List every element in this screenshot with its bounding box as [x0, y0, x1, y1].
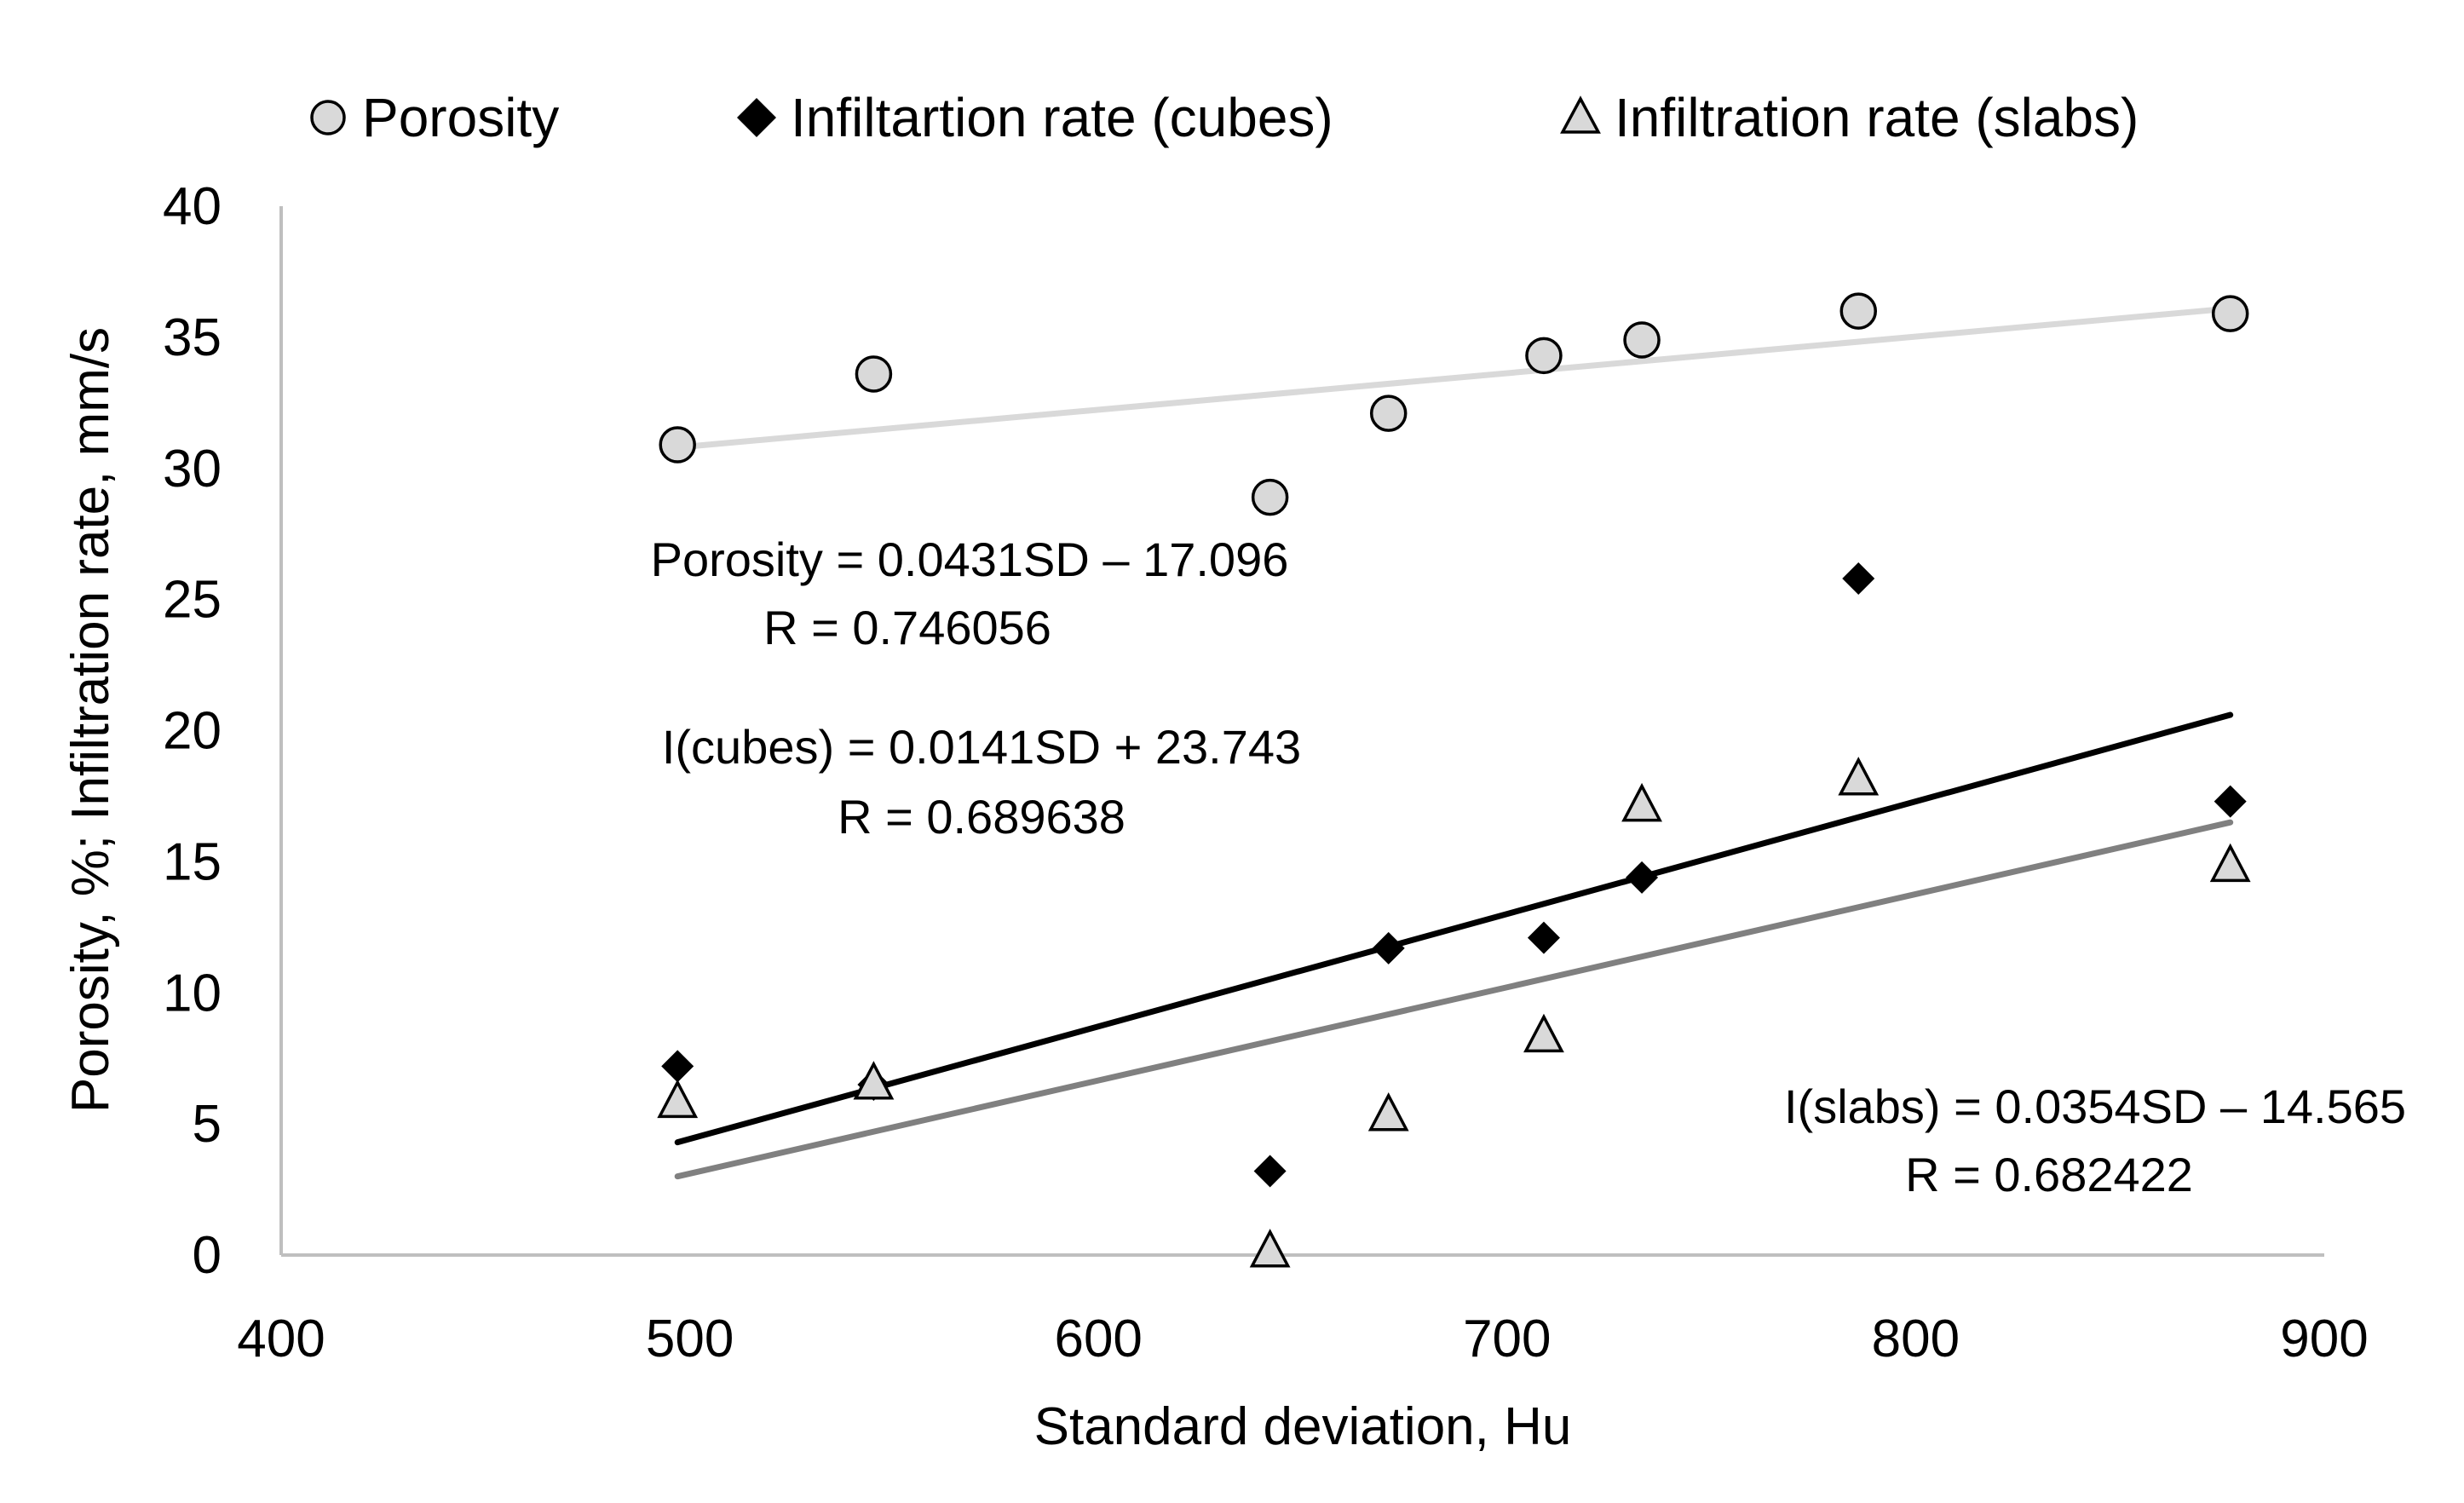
- slabs-point: [657, 1079, 699, 1119]
- cubes-r-line: R = 0.689638: [838, 790, 1125, 844]
- slabs-point: [2209, 843, 2251, 883]
- legend-slabs-label: Infiltration rate (slabs): [1615, 87, 2139, 148]
- y-tick-label: 10: [163, 964, 222, 1022]
- slabs-r-line: R = 0.682422: [1905, 1148, 2193, 1201]
- y-tick-label: 30: [163, 440, 222, 498]
- y-tick-label: 40: [163, 177, 222, 236]
- data-points: [657, 292, 2251, 1268]
- porosity-r-line: R = 0.746056: [763, 601, 1051, 654]
- axes: [279, 206, 2324, 1257]
- series-porosity: [659, 292, 2249, 516]
- series-slabs: [657, 757, 2251, 1268]
- x-tick-label: 500: [646, 1310, 734, 1368]
- y-tick-label: 25: [163, 571, 222, 630]
- legend-cubes-icon: [737, 98, 776, 137]
- y-tick-label: 20: [163, 702, 222, 761]
- slabs-point: [1621, 782, 1662, 822]
- porosity-point: [659, 426, 696, 464]
- slabs-point: [1367, 1092, 1409, 1132]
- cubes-point: [1372, 931, 1405, 965]
- porosity-point: [2211, 295, 2249, 332]
- cubes-point: [1626, 861, 1659, 894]
- x-tick-label: 800: [1872, 1310, 1960, 1368]
- x-tick-label: 600: [1054, 1310, 1142, 1368]
- porosity-equation-line: Porosity = 0.0431SD – 17.096: [651, 533, 1289, 586]
- trendlines: [674, 305, 2234, 1180]
- x-tick-labels: 400 500 600 700 800 900: [237, 1310, 2368, 1368]
- cubes-point: [1527, 921, 1560, 954]
- cubes-point: [2214, 785, 2247, 818]
- cubes-point: [1253, 1155, 1287, 1188]
- legend-cubes-label: Infiltartion rate (cubes): [791, 87, 1333, 148]
- cubes-equation: I(cubes) = 0.0141SD + 23.743 R = 0.68963…: [662, 720, 1301, 844]
- legend-slabs-icon: [1560, 95, 1601, 134]
- legend-porosity-label: Porosity: [362, 87, 559, 148]
- x-tick-label: 700: [1463, 1310, 1551, 1368]
- y-axis-title: Porosity, %; Infiltration rate, mm/s: [61, 327, 120, 1113]
- porosity-point: [1525, 337, 1563, 375]
- x-tick-label: 900: [2280, 1310, 2368, 1368]
- slabs-point: [853, 1061, 895, 1100]
- porosity-trend-line: [674, 305, 2234, 451]
- porosity-point: [855, 355, 893, 393]
- x-tick-label: 400: [237, 1310, 325, 1368]
- slabs-equation: I(slabs) = 0.0354SD – 14.565 R = 0.68242…: [1784, 1080, 2406, 1201]
- porosity-point: [1251, 478, 1289, 516]
- slabs-point: [1838, 757, 1880, 796]
- porosity-point: [1839, 292, 1878, 330]
- legend-porosity-icon: [310, 100, 346, 135]
- x-axis-title: Standard deviation, Hu: [1034, 1397, 1572, 1456]
- cubes-point: [661, 1050, 694, 1083]
- y-tick-label: 0: [193, 1226, 222, 1285]
- porosity-point: [1369, 394, 1408, 432]
- slabs-point: [1249, 1229, 1291, 1268]
- legend: Porosity Infiltartion rate (cubes) Infil…: [310, 87, 2139, 148]
- y-tick-labels: 0 5 10 15 20 25 30 35 40: [163, 177, 222, 1285]
- y-tick-label: 5: [193, 1095, 222, 1154]
- series-cubes: [661, 562, 2247, 1188]
- y-tick-label: 35: [163, 308, 222, 367]
- cubes-equation-line: I(cubes) = 0.0141SD + 23.743: [662, 720, 1301, 774]
- porosity-point: [1623, 321, 1661, 359]
- y-tick-label: 15: [163, 832, 222, 891]
- slabs-point: [1523, 1013, 1564, 1053]
- cubes-trend-line: [674, 711, 2234, 1146]
- slabs-equation-line: I(slabs) = 0.0354SD – 14.565: [1784, 1080, 2406, 1133]
- cubes-point: [1842, 562, 1875, 596]
- porosity-equation: Porosity = 0.0431SD – 17.096 R = 0.74605…: [651, 533, 1289, 654]
- slabs-trend-line: [674, 819, 2234, 1180]
